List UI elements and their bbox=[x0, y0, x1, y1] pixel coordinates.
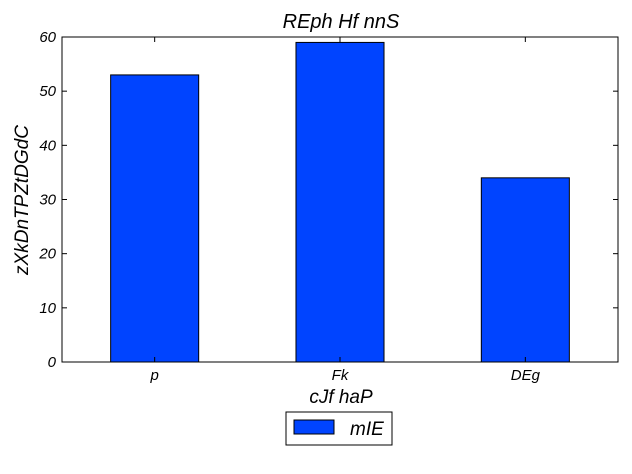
y-tick-label: 10 bbox=[39, 300, 56, 317]
y-tick-label: 60 bbox=[39, 29, 56, 46]
legend: mIE bbox=[285, 411, 393, 446]
y-tick-label: 40 bbox=[39, 137, 56, 154]
legend-swatch bbox=[293, 419, 335, 435]
bar bbox=[295, 41, 385, 363]
y-axis-label: zXkDnTPZtDGdC bbox=[12, 125, 33, 276]
bar bbox=[110, 74, 200, 363]
y-tick-label: 0 bbox=[48, 354, 57, 371]
chart-title: REph Hf nnS bbox=[283, 11, 400, 33]
x-axis-label: cJf haP bbox=[309, 387, 373, 408]
plot-frame bbox=[61, 36, 619, 363]
y-tick-label: 20 bbox=[38, 246, 56, 263]
x-tick-label: DEg bbox=[511, 367, 541, 384]
y-tick-label: 50 bbox=[39, 83, 56, 100]
x-tick-label: Fk bbox=[332, 367, 350, 384]
legend-label: mIE bbox=[350, 419, 384, 440]
bar bbox=[480, 177, 570, 363]
x-tick-label: p bbox=[149, 367, 158, 384]
y-tick-label: 30 bbox=[39, 192, 56, 209]
plot-area: 0 10 20 30 40 50 60 p Fk DEg bbox=[38, 29, 618, 384]
